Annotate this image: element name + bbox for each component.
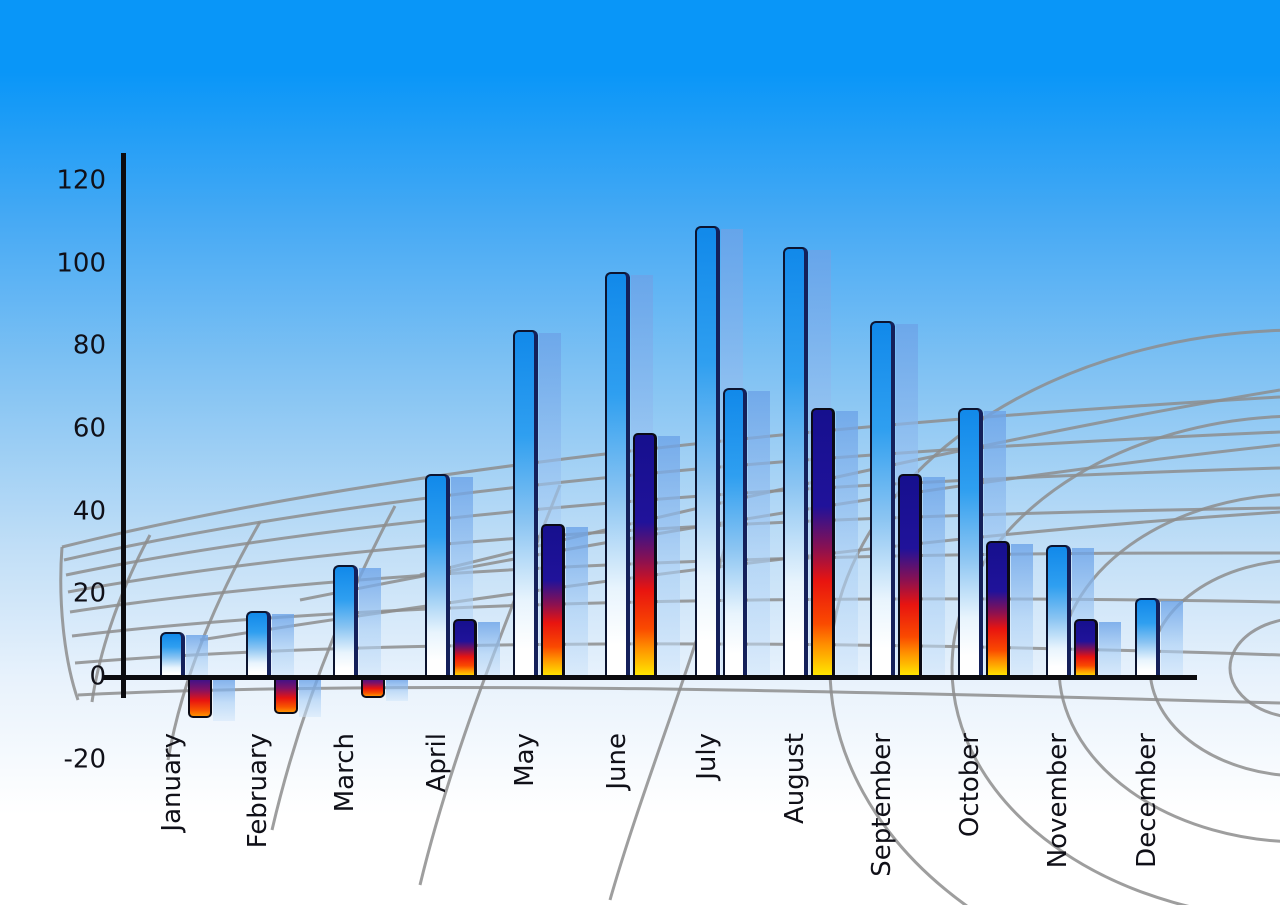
x-axis-label-text: November [1043, 733, 1073, 869]
x-axis-label-text: June [602, 733, 632, 790]
x-axis-label-text: October [955, 733, 985, 838]
y-axis-line [121, 153, 126, 698]
x-axis-label-february: February [243, 733, 275, 848]
x-axis-label-march: March [330, 733, 362, 812]
bar-echo-november-secondary [1099, 622, 1121, 680]
bar-july-primary [695, 226, 720, 677]
x-axis-label-text: July [692, 733, 722, 780]
bar-april-secondary [453, 619, 477, 677]
bar-november-primary [1046, 545, 1071, 677]
x-axis-label-october: October [955, 733, 987, 837]
bar-march-primary [333, 565, 358, 677]
bar-january-secondary [188, 677, 212, 718]
x-axis-label-text: April [422, 733, 452, 793]
bar-january-primary [160, 632, 185, 677]
x-axis-label-july: July [692, 733, 724, 780]
bar-echo-august-secondary [836, 411, 858, 680]
x-axis-label-april: April [422, 733, 454, 792]
x-axis-label-may: May [510, 733, 542, 787]
bar-september-secondary [898, 474, 922, 677]
bar-echo-may-secondary [566, 527, 588, 680]
y-axis-tick-0: 0 [89, 661, 106, 692]
bar-echo-january-primary [186, 635, 208, 680]
bar-echo-october-secondary [1011, 544, 1033, 680]
bar-august-secondary [811, 408, 835, 677]
x-axis-label-january: January [157, 733, 189, 832]
x-axis-label-text: September [867, 733, 897, 877]
bar-february-secondary [274, 677, 298, 714]
y-axis-tick-40: 40 [72, 495, 106, 526]
bar-september-primary [870, 321, 895, 677]
x-axis-label-november: November [1043, 733, 1075, 868]
bar-december-primary [1135, 598, 1160, 677]
y-axis-tick-60: 60 [72, 413, 106, 444]
x-axis-label-september: September [867, 733, 899, 877]
x-axis-label-text: May [510, 733, 540, 787]
bar-echo-december-primary [1161, 601, 1183, 680]
bar-february-primary [246, 611, 271, 677]
y-axis-tick-100: 100 [56, 247, 106, 278]
bar-may-secondary [541, 524, 565, 677]
bar-echo-april-secondary [478, 622, 500, 680]
bar-echo-january-secondary [213, 680, 235, 721]
bar-october-secondary [986, 541, 1010, 677]
bar-echo-march-secondary [386, 680, 408, 701]
zero-baseline [103, 675, 1197, 680]
bar-may-primary [513, 330, 538, 677]
bar-echo-february-primary [272, 614, 294, 680]
x-axis-label-august: August [780, 733, 812, 824]
bar-november-secondary [1074, 619, 1098, 677]
x-axis-label-text: August [780, 733, 810, 824]
y-axis-tick--20: -20 [63, 744, 106, 775]
bar-echo-february-secondary [299, 680, 321, 717]
x-axis-label-text: March [330, 733, 360, 813]
bar-june-secondary [633, 433, 657, 677]
y-axis-tick-120: 120 [56, 165, 106, 196]
bar-august-primary [783, 247, 808, 677]
x-axis-label-text: December [1132, 733, 1162, 868]
bar-march-secondary [361, 677, 385, 698]
x-axis-label-text: February [243, 733, 273, 849]
bar-april-primary [425, 474, 450, 677]
bar-echo-march-primary [359, 568, 381, 680]
bar-echo-september-secondary [923, 477, 945, 680]
bar-july-secondary [723, 388, 747, 677]
y-axis-tick-20: 20 [72, 578, 106, 609]
x-axis-label-december: December [1132, 733, 1164, 868]
bar-june-primary [605, 272, 630, 677]
y-axis-tick-80: 80 [72, 330, 106, 361]
x-axis-label-text: January [157, 733, 187, 832]
x-axis-label-june: June [602, 733, 634, 790]
bar-october-primary [958, 408, 983, 677]
bar-echo-june-secondary [658, 436, 680, 680]
bar-echo-july-secondary [748, 391, 770, 680]
